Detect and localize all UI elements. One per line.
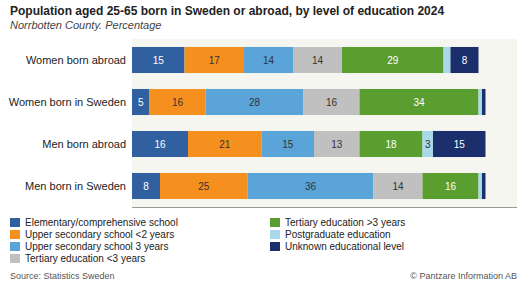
category-label: Men born abroad (42, 138, 126, 150)
bar-segment (374, 173, 423, 199)
legend-swatch (270, 242, 280, 251)
data-label: 16 (154, 139, 166, 150)
legend-entry: Upper secondary school <2 years (25, 229, 174, 240)
bar-segment (185, 47, 245, 73)
data-label: 36 (305, 181, 317, 192)
data-label: 14 (392, 181, 404, 192)
data-label: 16 (172, 97, 184, 108)
data-label: 8 (462, 55, 468, 66)
data-label: 14 (312, 55, 324, 66)
bar-segment (248, 173, 374, 199)
data-label: 17 (209, 55, 221, 66)
legend: Elementary/comprehensive schoolUpper sec… (10, 217, 405, 264)
bar-segment (479, 89, 483, 115)
plot-area (132, 39, 517, 207)
legend-entry: Elementary/comprehensive school (25, 217, 178, 228)
bar-segment (444, 47, 451, 73)
data-label: 15 (153, 55, 165, 66)
bar-segment (423, 173, 479, 199)
data-label: 14 (263, 55, 275, 66)
bar-segment (293, 47, 342, 73)
subtitle: Norrbotten County. Percentage (10, 19, 161, 31)
data-label: 16 (326, 97, 338, 108)
data-label: 28 (249, 97, 261, 108)
legend-entry: Tertiary education >3 years (285, 217, 405, 228)
bar-segment (244, 47, 293, 73)
bars (132, 47, 486, 199)
bar-segment (360, 131, 423, 157)
bar-segment (132, 47, 185, 73)
bar-segment (132, 173, 160, 199)
legend-swatch (270, 218, 280, 227)
bar-segment (433, 131, 486, 157)
annotation: Source: Statistics Sweden (10, 271, 115, 281)
data-label: 15 (282, 139, 294, 150)
bar-segment (423, 131, 434, 157)
x-axis-line (132, 207, 517, 208)
bar-segment (479, 173, 483, 199)
bar-segment (314, 131, 360, 157)
data-label: 13 (331, 139, 343, 150)
data-label: 29 (387, 55, 399, 66)
bar-segment (132, 131, 188, 157)
annotation: © Pantzare Information AB (410, 271, 517, 281)
category-label: Women born abroad (26, 54, 126, 66)
bar-segment (342, 47, 444, 73)
chart: Population aged 25-65 born in Sweden or … (0, 0, 527, 285)
data-labels: 15 5 16 8 17 16 21 25 14 28 15 36 14 16 13 14 29 34 18 16 3 8… (138, 55, 468, 192)
data-label: 21 (219, 139, 231, 150)
bar-segment (482, 89, 486, 115)
data-label: 25 (198, 181, 210, 192)
bar-segment (482, 173, 486, 199)
legend-swatch (10, 230, 20, 239)
legend-swatch (10, 242, 20, 251)
category-label: Women born in Sweden (9, 96, 126, 108)
bar-segment (160, 173, 248, 199)
category-label: Men born in Sweden (25, 180, 126, 192)
legend-entry: Tertiary education <3 years (25, 253, 145, 264)
legend-entry: Upper secondary school 3 years (25, 241, 168, 252)
legend-entry: Unknown educational level (285, 241, 404, 252)
legend-swatch (270, 230, 280, 239)
data-label: 18 (385, 139, 397, 150)
data-label: 16 (445, 181, 457, 192)
data-label: 3 (425, 139, 431, 150)
data-label: 34 (413, 97, 425, 108)
title: Population aged 25-65 born in Sweden or … (10, 4, 444, 18)
bar-segment (150, 89, 206, 115)
data-label: 5 (138, 97, 144, 108)
bar-segment (262, 131, 315, 157)
bar-segment (132, 89, 150, 115)
data-label: 8 (143, 181, 149, 192)
legend-entry: Postgraduate education (285, 229, 391, 240)
data-label: 15 (454, 139, 466, 150)
bar-segment (451, 47, 479, 73)
bar-segment (188, 131, 262, 157)
legend-swatch (10, 218, 20, 227)
bar-segment (304, 89, 360, 115)
bar-segment (360, 89, 479, 115)
legend-swatch (10, 254, 20, 263)
bar-segment (206, 89, 304, 115)
